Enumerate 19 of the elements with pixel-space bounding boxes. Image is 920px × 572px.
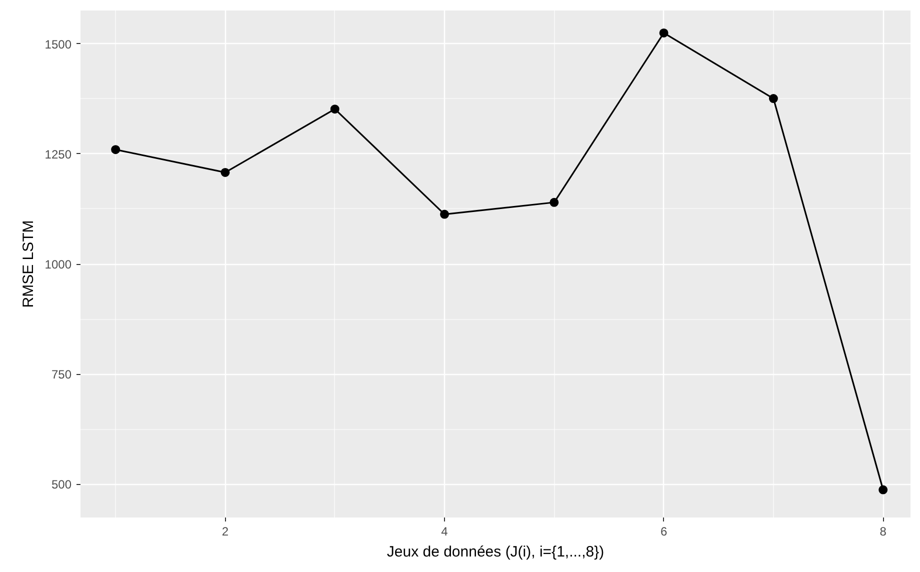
y-tick-label: 750 [51,368,72,382]
point [220,168,230,177]
x-tick-label: 8 [880,524,887,538]
point [550,198,559,207]
y-tick-label: 500 [51,478,72,492]
x-axis-title: Jeux de données (J(i), i={1,...,8}) [386,544,604,560]
point [878,485,888,494]
point [330,104,340,114]
point [111,145,120,154]
x-tick-label: 4 [441,524,448,538]
point [768,94,778,104]
point [659,28,668,38]
y-tick-label: 1250 [44,147,72,162]
y-tick-label: 1500 [44,37,72,52]
y-tick-label: 1000 [44,258,72,272]
y-axis-title: RMSE LSTM [20,220,37,308]
x-tick-label: 6 [660,524,668,538]
x-tick-label: 2 [222,524,229,538]
point [440,210,450,219]
